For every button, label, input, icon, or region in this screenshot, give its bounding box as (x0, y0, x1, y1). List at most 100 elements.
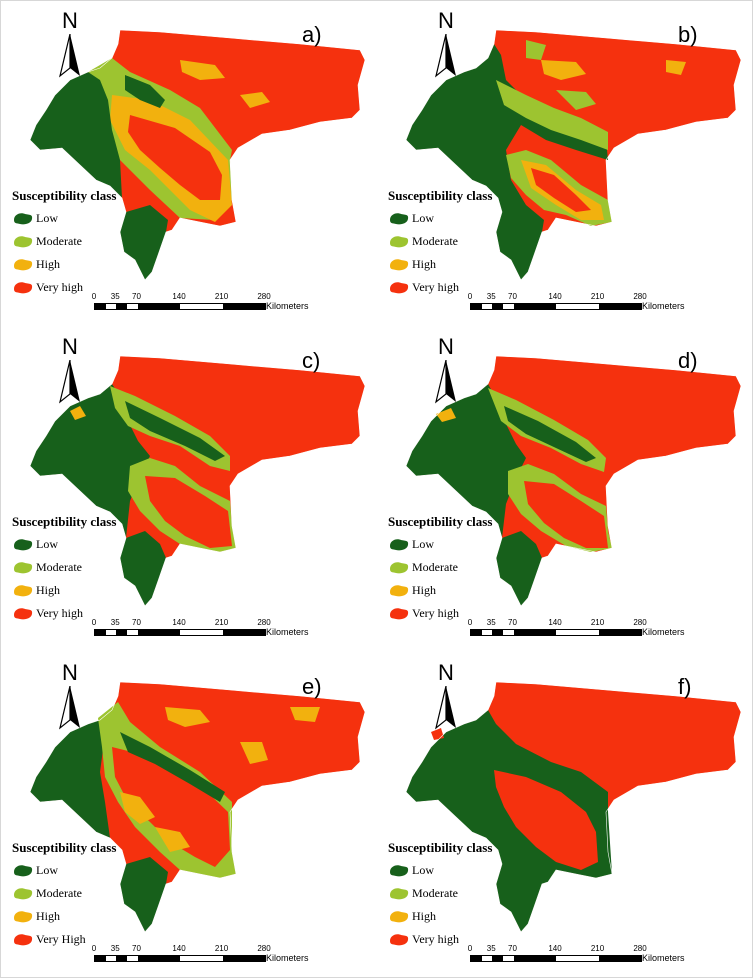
scale-tick-label: 140 (172, 292, 186, 301)
legend-item-low: Low (12, 533, 152, 556)
study-area-outline (29, 355, 366, 607)
scale-bar-graphic (94, 955, 266, 962)
panel-label: e) (302, 674, 322, 699)
scale-unit: Kilometers (642, 953, 685, 963)
scale-tick-label: 35 (110, 292, 120, 301)
scale-unit: Kilometers (642, 301, 685, 311)
zone-low (30, 72, 122, 198)
study-area-outline (405, 681, 742, 933)
legend-item-low: Low (388, 859, 528, 882)
north-label: N (438, 334, 454, 359)
scale-tick-label: 140 (172, 618, 186, 627)
zone-moderate (526, 40, 546, 60)
scale-tick-label: 35 (486, 292, 496, 301)
scale-tick-label: 210 (214, 292, 229, 301)
scale-unit: Kilometers (266, 627, 309, 637)
scale-segment (513, 630, 556, 635)
legend-label: Moderate (412, 234, 458, 248)
scale-segment (137, 630, 180, 635)
scale-segment (116, 304, 127, 309)
legend-title: Susceptibility class (388, 188, 493, 203)
legend: Susceptibility class Low Moderate High Very … (388, 840, 528, 951)
legend: Susceptibility class Low Moderate High Very … (12, 514, 152, 625)
legend-item-low: Low (12, 859, 152, 882)
zone-low (406, 44, 608, 280)
scale-tick-label: 140 (548, 944, 562, 953)
scale-tick-label: 35 (486, 944, 496, 953)
legend-swatch (390, 887, 409, 899)
legend-item-high: High (12, 905, 152, 928)
zone-high (541, 60, 586, 80)
legend-swatch (14, 887, 33, 899)
north-arrow-icon (435, 34, 456, 78)
legend-swatch (14, 258, 33, 270)
legend-label: Very high (412, 932, 459, 946)
legend-label: Very high (36, 606, 83, 620)
legend-label: Very high (412, 606, 459, 620)
zone-low (125, 401, 225, 461)
scale-segment (222, 956, 265, 961)
zone-high (70, 406, 86, 420)
zone-high (155, 827, 190, 852)
panel-label: f) (678, 674, 692, 699)
legend-item-moderate: Moderate (12, 556, 152, 579)
scale-tick-label: 0 (91, 618, 97, 627)
legend-swatch (390, 212, 409, 224)
legend-label: High (36, 257, 60, 271)
legend-item-low: Low (388, 533, 528, 556)
legend-item-very-high: Very high (388, 928, 528, 951)
scale-segment (137, 956, 180, 961)
legend: Susceptibility class Low Moderate High Very … (12, 840, 152, 951)
susceptibility-map (405, 355, 742, 607)
legend-item-moderate: Moderate (388, 556, 528, 579)
legend-swatch (14, 910, 33, 922)
legend-swatch (14, 212, 33, 224)
zone-high (290, 707, 320, 722)
zone-high (120, 792, 155, 824)
legend: Susceptibility class Low Moderate High Very … (388, 188, 528, 299)
scale-tick-label: 280 (633, 944, 647, 953)
scale-tick-label: 70 (132, 944, 141, 953)
scale-bar: 0 35 70 140 210 280 Kilometers (92, 292, 314, 314)
zone-high (436, 408, 456, 422)
scale-tick-label: 210 (590, 618, 605, 627)
legend-swatch (390, 561, 409, 573)
legend-label: Low (412, 537, 434, 551)
legend-label: Low (36, 863, 58, 877)
legend-item-high: High (388, 579, 528, 602)
scale-bar-graphic (470, 303, 642, 310)
scale-segment (471, 956, 482, 961)
scale-bar: 0 35 70 140 210 280 Kilometers (468, 292, 690, 314)
scale-segment (95, 956, 106, 961)
north-label: N (438, 8, 454, 33)
legend-label: Moderate (36, 234, 82, 248)
scale-segment (471, 630, 482, 635)
scale-segment (471, 304, 482, 309)
north-arrow: N (426, 8, 466, 78)
legend-item-low: Low (388, 207, 528, 230)
zone-low (120, 732, 225, 802)
scale-tick-label: 35 (486, 618, 496, 627)
legend-swatch (390, 584, 409, 596)
zone-high (666, 60, 686, 75)
zone-moderate (556, 90, 596, 110)
susceptibility-map (29, 681, 366, 933)
legend-swatch (14, 538, 33, 550)
zone-low (504, 406, 596, 462)
zone-very-high (494, 770, 598, 870)
scale-tick-label: 280 (257, 944, 271, 953)
scale-tick-label: 70 (132, 618, 141, 627)
legend-swatch (390, 933, 409, 945)
zone-low (120, 205, 168, 280)
legend-label: High (412, 909, 436, 923)
legend: Susceptibility class Low Moderate High Very … (388, 514, 528, 625)
scale-tick-label: 280 (633, 618, 647, 627)
legend-swatch (390, 258, 409, 270)
north-label: N (438, 660, 454, 685)
legend-label: Very High (36, 932, 86, 946)
susceptibility-map (29, 355, 366, 607)
legend-swatch (14, 281, 33, 293)
scale-tick-label: 210 (214, 618, 229, 627)
legend-label: Very high (412, 280, 459, 294)
zone-low (30, 720, 110, 838)
